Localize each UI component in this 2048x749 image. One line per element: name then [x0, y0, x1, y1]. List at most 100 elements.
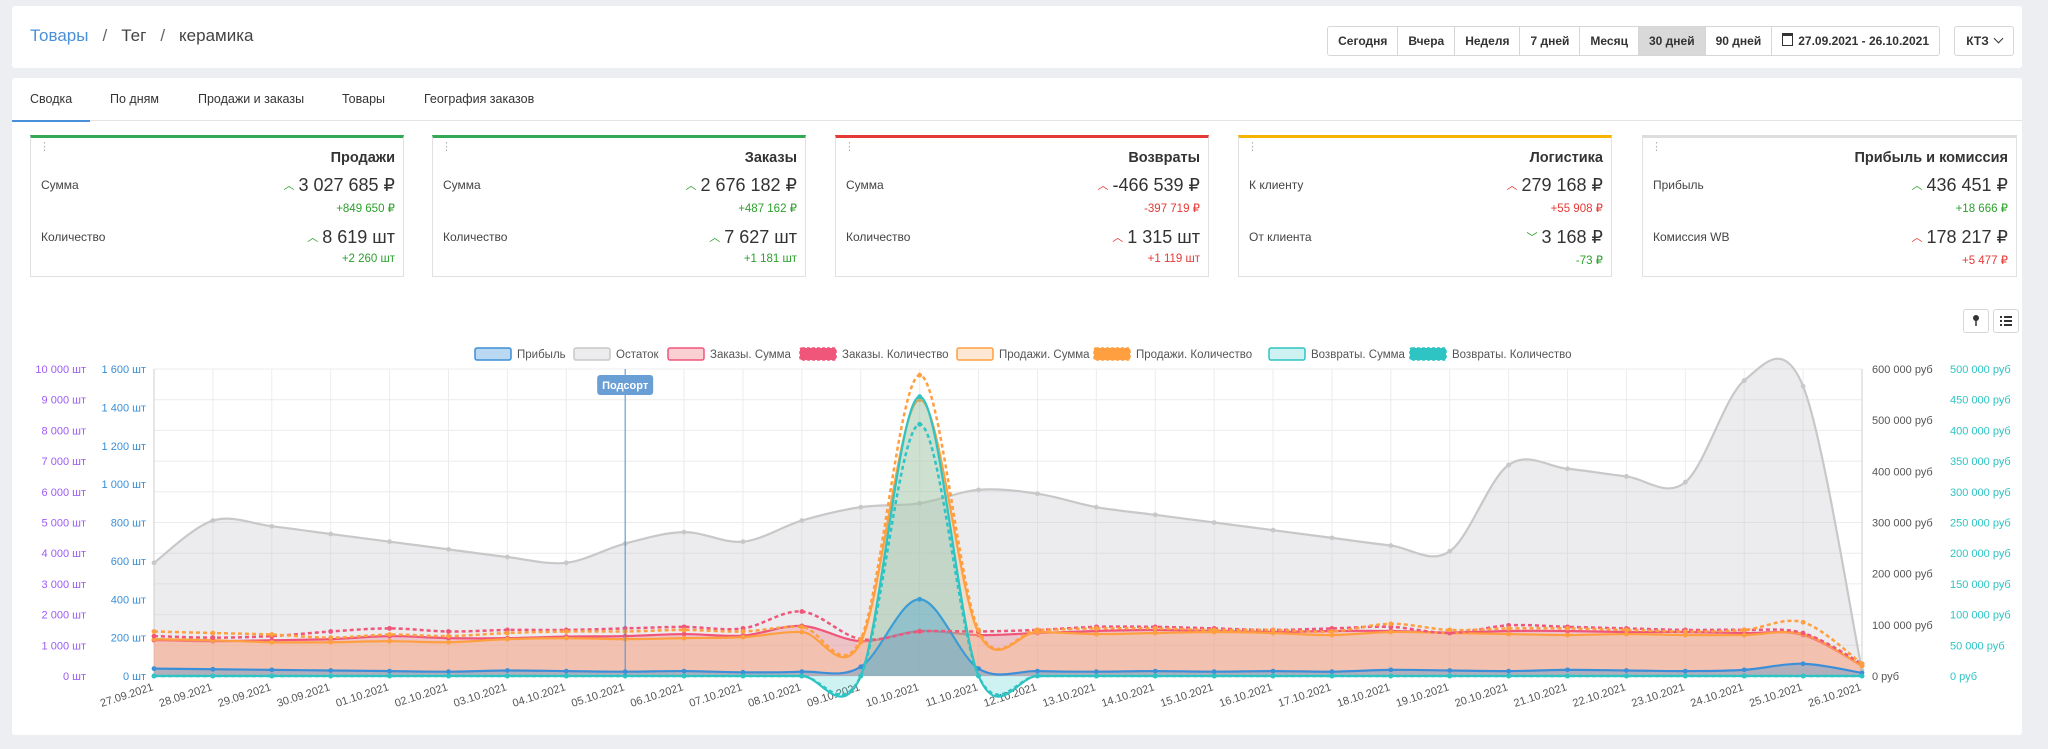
series-point	[1152, 668, 1158, 674]
breadcrumb-tag[interactable]: Тег	[121, 26, 147, 45]
series-point	[504, 636, 510, 642]
series-point	[1565, 673, 1570, 679]
legend-label[interactable]: Продажи. Сумма	[999, 349, 1090, 361]
tab-products[interactable]: Товары	[342, 92, 385, 106]
legend-label[interactable]: Прибыль	[517, 349, 566, 361]
axis-tick-label: 500 000 руб	[1950, 364, 2011, 376]
axis-tick-label: 1 600 шт	[102, 364, 146, 376]
axis-tick-label: 2 000 шт	[42, 610, 86, 622]
kpi-value: ︿ 279 168 ₽	[1506, 175, 1603, 196]
legend-label[interactable]: Возвраты. Количество	[1452, 349, 1572, 361]
kpi-label: Сумма	[41, 178, 79, 192]
arrow-up-icon: ︿	[1112, 232, 1124, 244]
tab-by-days[interactable]: По дням	[110, 92, 159, 106]
legend-swatch[interactable]	[799, 347, 837, 361]
series-point	[1388, 673, 1394, 679]
series-point	[563, 629, 569, 634]
period-month-button[interactable]: Месяц	[1580, 27, 1639, 55]
series-point	[976, 673, 981, 679]
legend-swatch[interactable]	[1409, 347, 1447, 361]
arrow-up-icon: ︿	[307, 232, 319, 244]
axis-tick-label: 8 000 шт	[42, 425, 86, 437]
series-point	[1565, 466, 1570, 472]
series-point	[1506, 668, 1512, 674]
legend-label[interactable]: Заказы. Количество	[842, 349, 949, 361]
tab-summary[interactable]: Сводка	[12, 78, 91, 122]
kpi-label: К клиенту	[1249, 178, 1304, 192]
kpi-card-title: Продажи	[330, 150, 395, 166]
top-bar: Товары / Тег / керамика Сегодня Вчера Неделя…	[12, 6, 2022, 68]
axis-tick-label: 250 000 руб	[1950, 518, 2011, 530]
kpi-delta: +55 908 ₽	[1550, 203, 1603, 215]
kpi-value: ︿ -466 539 ₽	[1097, 175, 1200, 196]
arrow-up-icon: ︿	[1506, 180, 1518, 192]
drag-handle-icon[interactable]: ⋮	[1247, 141, 1258, 153]
series-point	[1800, 630, 1806, 636]
series-point	[1211, 520, 1217, 525]
series-point	[1329, 535, 1335, 541]
pin-button[interactable]	[1963, 309, 1989, 333]
kpi-value: ︿ 3 027 685 ₽	[283, 175, 395, 196]
legend-swatch[interactable]	[1093, 347, 1131, 361]
series-point	[917, 421, 923, 427]
legend-swatch[interactable]	[667, 347, 705, 361]
tab-sales-orders[interactable]: Продажи и заказы	[198, 92, 305, 106]
axis-tick-label: 100 000 руб	[1950, 610, 2011, 622]
legend-label[interactable]: Возвраты. Сумма	[1311, 349, 1406, 361]
series-point	[917, 596, 923, 602]
series-point	[1270, 668, 1276, 674]
axis-tick-label: 0 руб	[1872, 671, 1899, 683]
x-tick-label: 20.10.2021	[1453, 681, 1509, 709]
legend-label[interactable]: Продажи. Количество	[1136, 349, 1252, 361]
period-30days-button[interactable]: 30 дней	[1639, 27, 1706, 55]
axis-tick-label: 9 000 шт	[42, 395, 86, 407]
kpi-label: От клиента	[1249, 230, 1312, 244]
legend-swatch[interactable]	[956, 347, 994, 361]
series-point	[1329, 632, 1335, 638]
axis-tick-label: 600 шт	[111, 556, 146, 568]
series-point	[1388, 543, 1394, 548]
drag-handle-icon[interactable]: ⋮	[39, 141, 50, 153]
period-today-button[interactable]: Сегодня	[1328, 27, 1399, 55]
legend-label[interactable]: Заказы. Сумма	[710, 349, 792, 361]
series-line	[153, 610, 1863, 665]
legend-swatch[interactable]	[474, 347, 512, 361]
kpi-card-title: Возвраты	[1128, 150, 1200, 166]
series-point	[1682, 632, 1688, 638]
series-point	[563, 673, 569, 679]
series-point	[1624, 673, 1629, 679]
tab-geography[interactable]: География заказов	[424, 92, 535, 106]
series-point	[151, 633, 157, 639]
series-point	[446, 629, 451, 634]
series-point	[681, 627, 687, 633]
series-point	[799, 518, 805, 523]
x-tick-label: 27.09.2021	[99, 681, 155, 709]
kpi-value-text: -466 539 ₽	[1112, 175, 1200, 195]
legend-swatch[interactable]	[1268, 347, 1306, 361]
series-point	[1211, 627, 1217, 633]
breadcrumb-root-link[interactable]: Товары	[30, 26, 89, 45]
drag-handle-icon[interactable]: ⋮	[844, 141, 855, 153]
axis-tick-label: 350 000 руб	[1950, 456, 2011, 468]
drag-handle-icon[interactable]: ⋮	[441, 141, 452, 153]
drag-handle-icon[interactable]: ⋮	[1651, 141, 1662, 153]
x-tick-label: 25.10.2021	[1748, 681, 1804, 709]
period-7days-button[interactable]: 7 дней	[1520, 27, 1581, 55]
kpi-label: Количество	[443, 230, 508, 244]
series-point	[1152, 630, 1158, 636]
tab-bar: Сводка По дням Продажи и заказы Товары Г…	[12, 78, 2022, 122]
kpi-value-text: 279 168 ₽	[1521, 175, 1603, 195]
main-panel: Сводка По дням Продажи и заказы Товары Г…	[12, 78, 2022, 735]
legend-label[interactable]: Остаток	[616, 349, 660, 361]
list-view-button[interactable]	[1993, 309, 2019, 333]
period-yesterday-button[interactable]: Вчера	[1398, 27, 1456, 55]
currency-dropdown[interactable]: КТЗ	[1954, 26, 2014, 56]
period-90days-button[interactable]: 90 дней	[1705, 27, 1773, 55]
pin-icon	[1973, 315, 1979, 326]
period-week-button[interactable]: Неделя	[1455, 27, 1521, 55]
series-point	[1093, 504, 1099, 510]
series-point	[1447, 627, 1453, 633]
date-range-button[interactable]: 27.09.2021 - 26.10.2021	[1772, 27, 1939, 55]
legend-swatch[interactable]	[573, 347, 611, 361]
